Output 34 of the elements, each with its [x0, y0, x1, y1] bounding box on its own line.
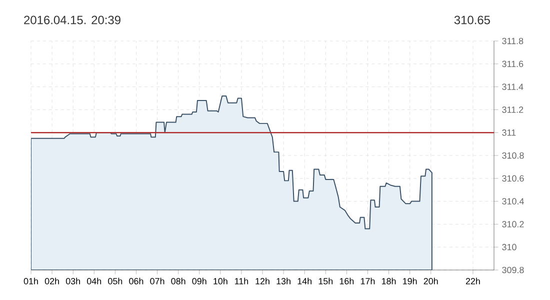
y-tick-label: 311.8	[502, 38, 524, 44]
y-tick-label: 310.8	[502, 152, 524, 159]
x-tick-label: 12h	[256, 278, 270, 284]
x-tick-label: 15h	[318, 278, 333, 284]
y-tick-label: 309.8	[502, 266, 524, 274]
y-tick-label: 310.2	[502, 221, 524, 228]
y-tick-label: 310.6	[502, 175, 524, 182]
x-tick-label: 20h	[424, 278, 438, 284]
x-tick-label: 08h	[171, 278, 186, 284]
text: 310.65	[454, 16, 490, 24]
x-tick-label: 05h	[108, 278, 122, 284]
x-tick-label: 17h	[360, 278, 375, 284]
x-tick-label: 18h	[382, 278, 396, 284]
x-tick-label: 19h	[403, 278, 417, 284]
x-tick-label: 03h	[66, 278, 80, 284]
x-tick-label: 02h	[44, 278, 59, 284]
x-tick-label: 16h	[340, 278, 354, 284]
x-tick-label: 09h	[192, 278, 206, 284]
y-tick-label: 310.4	[502, 198, 524, 204]
y-tick-label: 311.2	[502, 106, 524, 113]
y-tick-label: 310	[502, 244, 516, 250]
x-tick-label: 14h	[298, 278, 312, 284]
y-tick-label: 311.4	[502, 84, 524, 90]
x-tick-label: 07h	[150, 278, 164, 284]
x-tick-label: 11h	[234, 278, 248, 284]
x-tick-label: 06h	[129, 278, 144, 284]
x-tick-label: 01h	[24, 278, 38, 284]
x-tick-label: 04h	[87, 278, 102, 284]
y-tick-label: 311	[502, 129, 516, 136]
x-tick-label: 22h	[466, 278, 480, 284]
x-tick-label: 13h	[276, 278, 290, 284]
x-tick-label: 10h	[214, 278, 228, 284]
y-tick-label: 311.6	[502, 60, 524, 68]
chart-title: 2016.04.15. 20:39	[24, 16, 120, 24]
